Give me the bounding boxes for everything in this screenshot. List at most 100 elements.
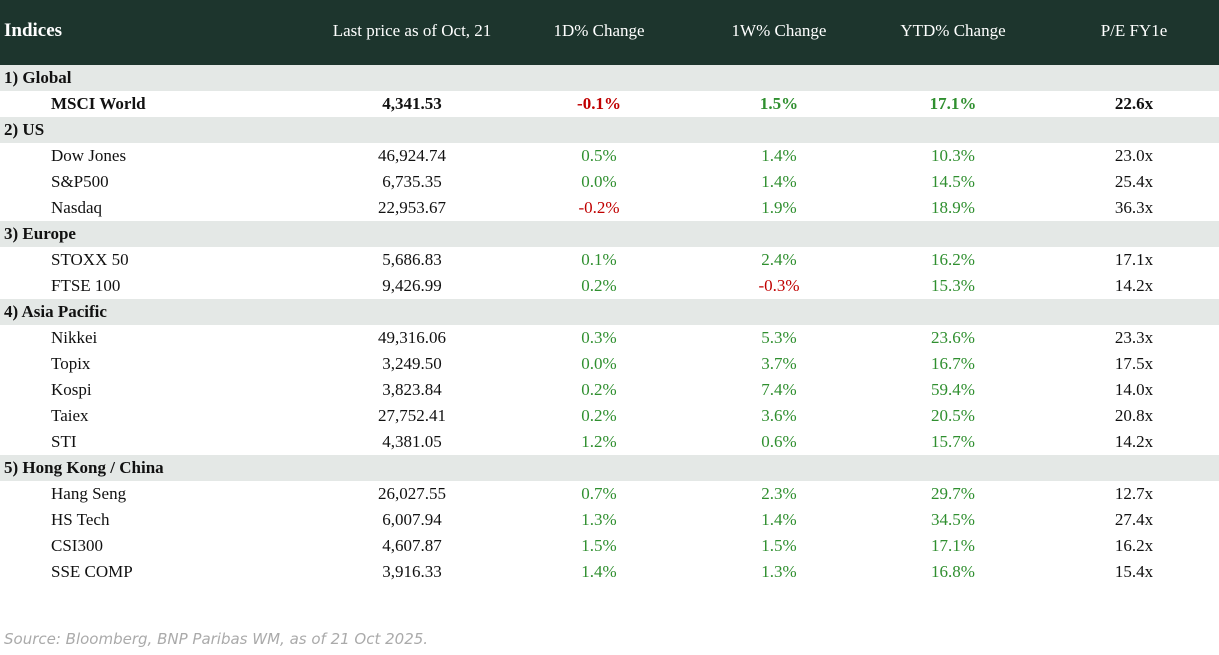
index-name: Hang Seng [51,484,127,503]
table-cell: 1.5% [759,94,799,113]
header-row [0,0,1219,65]
column-header: 1D% Change [553,21,645,40]
table-cell: 15.4x [1114,562,1154,581]
table-cell: 5.3% [761,328,797,347]
table-cell: 20.8x [1114,406,1154,425]
index-name: Topix [51,354,91,373]
index-name: CSI300 [51,536,103,555]
table-cell: 1.4% [761,510,797,529]
table-cell: 0.0% [581,354,617,373]
index-name: Dow Jones [51,146,127,165]
column-header: YTD% Change [900,21,1006,40]
table-cell: 27.4x [1114,510,1154,529]
table-cell: 3,823.84 [382,380,442,399]
table-cell: 2.4% [761,250,797,269]
table-cell: 36.3x [1114,198,1154,217]
group-label: 1) Global [4,68,72,87]
table-cell: 27,752.41 [378,406,446,425]
table-cell: 6,735.35 [382,172,442,191]
index-name: Nikkei [51,328,98,347]
column-header: Last price as of Oct, 21 [332,21,492,40]
group-row [0,221,1219,247]
table-cell: 14.2x [1114,432,1154,451]
table-cell: 46,924.74 [378,146,446,165]
table-cell: -0.1% [577,94,621,113]
table-cell: 1.3% [581,510,617,529]
table-cell: 1.2% [581,432,617,451]
table-cell: 22,953.67 [378,198,446,217]
group-row [0,455,1219,481]
table-cell: 3.7% [761,354,797,373]
table-cell: 22.6x [1114,94,1154,113]
index-name: Taiex [51,406,89,425]
table: Indices Last price as of Oct, 21 1D% Chang… [0,0,1219,581]
table-cell: 17.1% [929,94,977,113]
table-cell: -0.3% [758,276,800,295]
table-cell: 0.1% [581,250,617,269]
table-cell: 1.5% [581,536,617,555]
column-header: P/E FY1e [1100,21,1168,40]
table-cell: 4,607.87 [382,536,442,555]
table-cell: 1.4% [761,172,797,191]
table-cell: 0.5% [581,146,617,165]
table-cell: 0.6% [761,432,797,451]
table-cell: 4,381.05 [382,432,442,451]
table-cell: 15.3% [931,276,975,295]
table-cell: 16.7% [931,354,975,373]
table-cell: 0.3% [581,328,617,347]
table-cell: 49,316.06 [378,328,446,347]
index-name: S&P500 [51,172,109,191]
table-cell: 23.3x [1114,328,1154,347]
index-name: Nasdaq [51,198,102,217]
table-cell: 17.1% [931,536,975,555]
group-label: 4) Asia Pacific [4,302,107,321]
table-cell: 18.9% [931,198,975,217]
table-cell: 12.7x [1114,484,1154,503]
table-cell: 16.8% [931,562,975,581]
table-cell: 1.4% [761,146,797,165]
table-cell: 25.4x [1114,172,1154,191]
table-cell: 0.2% [581,380,617,399]
table-cell: 1.5% [761,536,797,555]
table-cell: 3,916.33 [382,562,442,581]
table-cell: 6,007.94 [382,510,442,529]
group-label: 5) Hong Kong / China [4,458,164,477]
table-cell: 10.3% [931,146,975,165]
table-cell: 34.5% [931,510,975,529]
table-cell: 7.4% [761,380,797,399]
table-cell: 23.0x [1114,146,1154,165]
table-cell: 3.6% [761,406,797,425]
table-cell: 16.2x [1114,536,1154,555]
table-cell: 59.4% [931,380,975,399]
index-name: SSE COMP [51,562,133,581]
index-name: FTSE 100 [51,276,121,295]
table-cell: 17.5x [1114,354,1154,373]
group-label: 2) US [4,120,45,139]
table-cell: 26,027.55 [378,484,446,503]
table-cell: 14.2x [1114,276,1154,295]
table-cell: 3,249.50 [382,354,442,373]
table-cell: 16.2% [931,250,975,269]
table-cell: 4,341.53 [382,94,442,113]
table-cell: 0.2% [581,276,617,295]
index-name: STI [51,432,77,451]
column-header: Indices [4,20,63,41]
table-cell: 14.0x [1114,380,1154,399]
group-label: 3) Europe [4,224,76,243]
table-cell: 29.7% [931,484,975,503]
table-cell: 1.9% [761,198,797,217]
index-name: STOXX 50 [51,250,129,269]
table-cell: 0.2% [581,406,617,425]
table-cell: 0.0% [581,172,617,191]
table-cell: 1.3% [761,562,797,581]
table-cell: 2.3% [761,484,797,503]
table-cell: 17.1x [1114,250,1154,269]
table-cell: 0.7% [581,484,617,503]
table-cell: 1.4% [581,562,617,581]
group-row [0,299,1219,325]
table-cell: 23.6% [931,328,975,347]
index-name: HS Tech [51,510,110,529]
table-cell: 5,686.83 [382,250,442,269]
table-cell: 20.5% [931,406,975,425]
